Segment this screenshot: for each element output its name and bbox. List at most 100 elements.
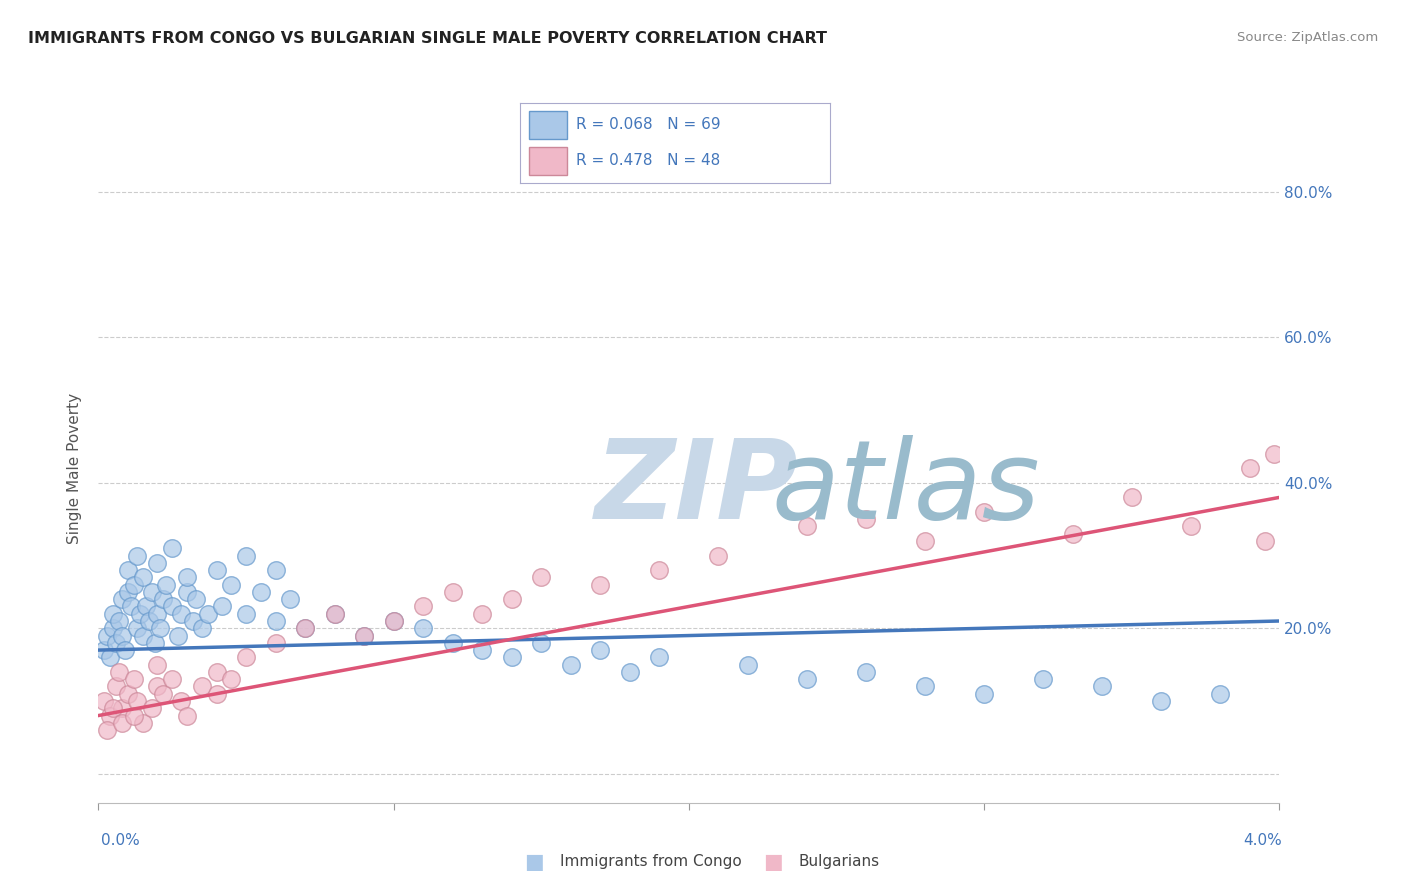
Point xyxy=(125,621,148,635)
Point xyxy=(914,680,936,694)
Point xyxy=(111,628,134,642)
Point xyxy=(219,577,242,591)
Point xyxy=(132,570,155,584)
Point xyxy=(128,607,150,621)
Text: Bulgarians: Bulgarians xyxy=(799,855,880,869)
Point xyxy=(117,563,139,577)
Point xyxy=(146,607,169,621)
Point xyxy=(149,621,172,635)
Text: ZIP: ZIP xyxy=(595,435,799,541)
Point xyxy=(132,628,155,642)
Point xyxy=(382,614,405,628)
Point xyxy=(250,585,273,599)
Point xyxy=(141,701,163,715)
Point xyxy=(1062,526,1084,541)
Point xyxy=(98,650,121,665)
Point xyxy=(141,585,163,599)
Point xyxy=(471,607,494,621)
Text: 0.0%: 0.0% xyxy=(101,833,141,847)
Point xyxy=(589,577,612,591)
Point xyxy=(294,621,316,635)
Point xyxy=(191,680,214,694)
Point xyxy=(117,585,139,599)
Point xyxy=(132,715,155,730)
Point xyxy=(162,599,183,614)
Point xyxy=(167,628,190,642)
Point xyxy=(471,643,494,657)
Point xyxy=(855,665,877,679)
Point xyxy=(143,636,166,650)
Point xyxy=(382,614,405,628)
Point xyxy=(796,672,818,686)
Point xyxy=(205,665,228,679)
Point xyxy=(278,592,302,607)
Point xyxy=(264,563,287,577)
Point xyxy=(146,657,169,672)
Point xyxy=(105,680,128,694)
Point xyxy=(93,643,115,657)
Point xyxy=(93,694,115,708)
Point xyxy=(103,607,125,621)
Text: ■: ■ xyxy=(763,852,783,871)
Point xyxy=(155,577,177,591)
Point xyxy=(122,577,145,591)
Point xyxy=(855,512,877,526)
Text: Immigrants from Congo: Immigrants from Congo xyxy=(560,855,741,869)
Point xyxy=(122,672,145,686)
Point xyxy=(1091,680,1114,694)
Point xyxy=(138,614,160,628)
Point xyxy=(1209,687,1232,701)
Point xyxy=(176,585,198,599)
Point xyxy=(589,643,612,657)
Point xyxy=(152,687,174,701)
Point xyxy=(170,607,193,621)
Text: R = 0.068   N = 69: R = 0.068 N = 69 xyxy=(576,117,720,132)
Point xyxy=(619,665,641,679)
Point xyxy=(96,723,118,737)
Point xyxy=(530,636,553,650)
Text: IMMIGRANTS FROM CONGO VS BULGARIAN SINGLE MALE POVERTY CORRELATION CHART: IMMIGRANTS FROM CONGO VS BULGARIAN SINGL… xyxy=(28,31,827,46)
Point xyxy=(205,563,228,577)
Point xyxy=(111,592,134,607)
Point xyxy=(501,650,523,665)
Point xyxy=(323,607,346,621)
Point xyxy=(294,621,316,635)
Point xyxy=(560,657,582,672)
Point xyxy=(796,519,818,533)
Point xyxy=(264,636,287,650)
Point xyxy=(235,650,257,665)
Point xyxy=(264,614,287,628)
Point xyxy=(1180,519,1202,533)
Point xyxy=(152,592,174,607)
Point xyxy=(1263,447,1285,461)
Point xyxy=(103,621,125,635)
Bar xyxy=(530,111,567,139)
Point xyxy=(162,672,183,686)
Point xyxy=(103,701,125,715)
Point xyxy=(184,592,207,607)
Point xyxy=(125,549,148,563)
Point xyxy=(1150,694,1173,708)
Point xyxy=(205,687,228,701)
Point xyxy=(353,628,375,642)
Bar xyxy=(530,147,567,175)
Point xyxy=(973,687,995,701)
Point xyxy=(105,636,128,650)
Point xyxy=(96,628,118,642)
Text: Source: ZipAtlas.com: Source: ZipAtlas.com xyxy=(1237,31,1378,45)
Point xyxy=(111,715,134,730)
Point xyxy=(412,621,434,635)
Point xyxy=(707,549,730,563)
Point xyxy=(1032,672,1054,686)
Point xyxy=(111,701,134,715)
Point xyxy=(323,607,346,621)
Text: ■: ■ xyxy=(524,852,544,871)
Text: R = 0.478   N = 48: R = 0.478 N = 48 xyxy=(576,153,720,169)
Point xyxy=(108,665,131,679)
Point xyxy=(176,708,198,723)
Point xyxy=(120,599,142,614)
Point xyxy=(162,541,183,556)
Point xyxy=(197,607,219,621)
Point xyxy=(235,607,257,621)
Point xyxy=(211,599,233,614)
